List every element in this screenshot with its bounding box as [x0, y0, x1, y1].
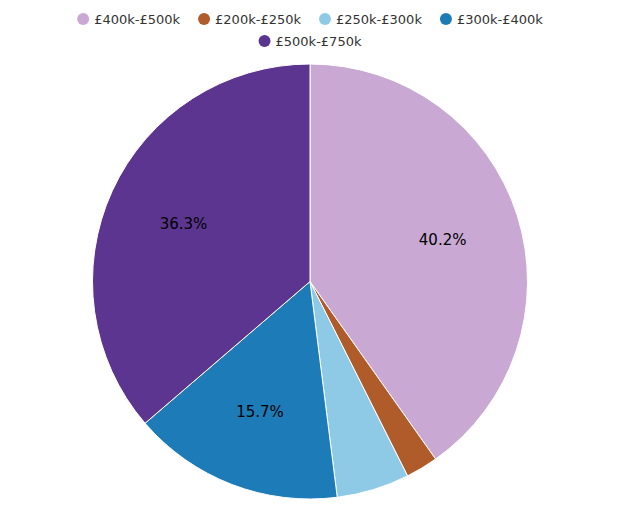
data-label: 36.3%: [160, 215, 208, 233]
pie-slice: [92, 64, 310, 423]
legend: £400k-£500k £200k-£250k £250k-£300k £300k-£…: [77, 12, 543, 49]
legend-item: £250k-£300k: [319, 12, 422, 27]
legend-label: £200k-£250k: [215, 12, 301, 27]
legend-swatch: [259, 35, 271, 47]
legend-swatch: [319, 13, 331, 25]
legend-label: £400k-£500k: [94, 12, 180, 27]
legend-label: £250k-£300k: [336, 12, 422, 27]
legend-swatch: [198, 13, 210, 25]
legend-item: £200k-£250k: [198, 12, 301, 27]
data-label: 15.7%: [236, 403, 284, 421]
chart-root: £400k-£500k £200k-£250k £250k-£300k £300k-£…: [0, 0, 620, 509]
legend-label: £300k-£400k: [457, 12, 543, 27]
data-labels: 40.2% 15.7% 36.3%: [160, 215, 467, 421]
legend-item: £300k-£400k: [440, 12, 543, 27]
legend-swatch: [440, 13, 452, 25]
legend-label: £500k-£750k: [276, 34, 362, 49]
legend-swatch: [77, 13, 89, 25]
legend-item: £500k-£750k: [259, 34, 362, 49]
plot-area: 40.2% 15.7% 36.3%: [92, 64, 527, 499]
legend-item: £400k-£500k: [77, 12, 180, 27]
data-label: 40.2%: [419, 231, 467, 249]
slices: [92, 64, 527, 499]
